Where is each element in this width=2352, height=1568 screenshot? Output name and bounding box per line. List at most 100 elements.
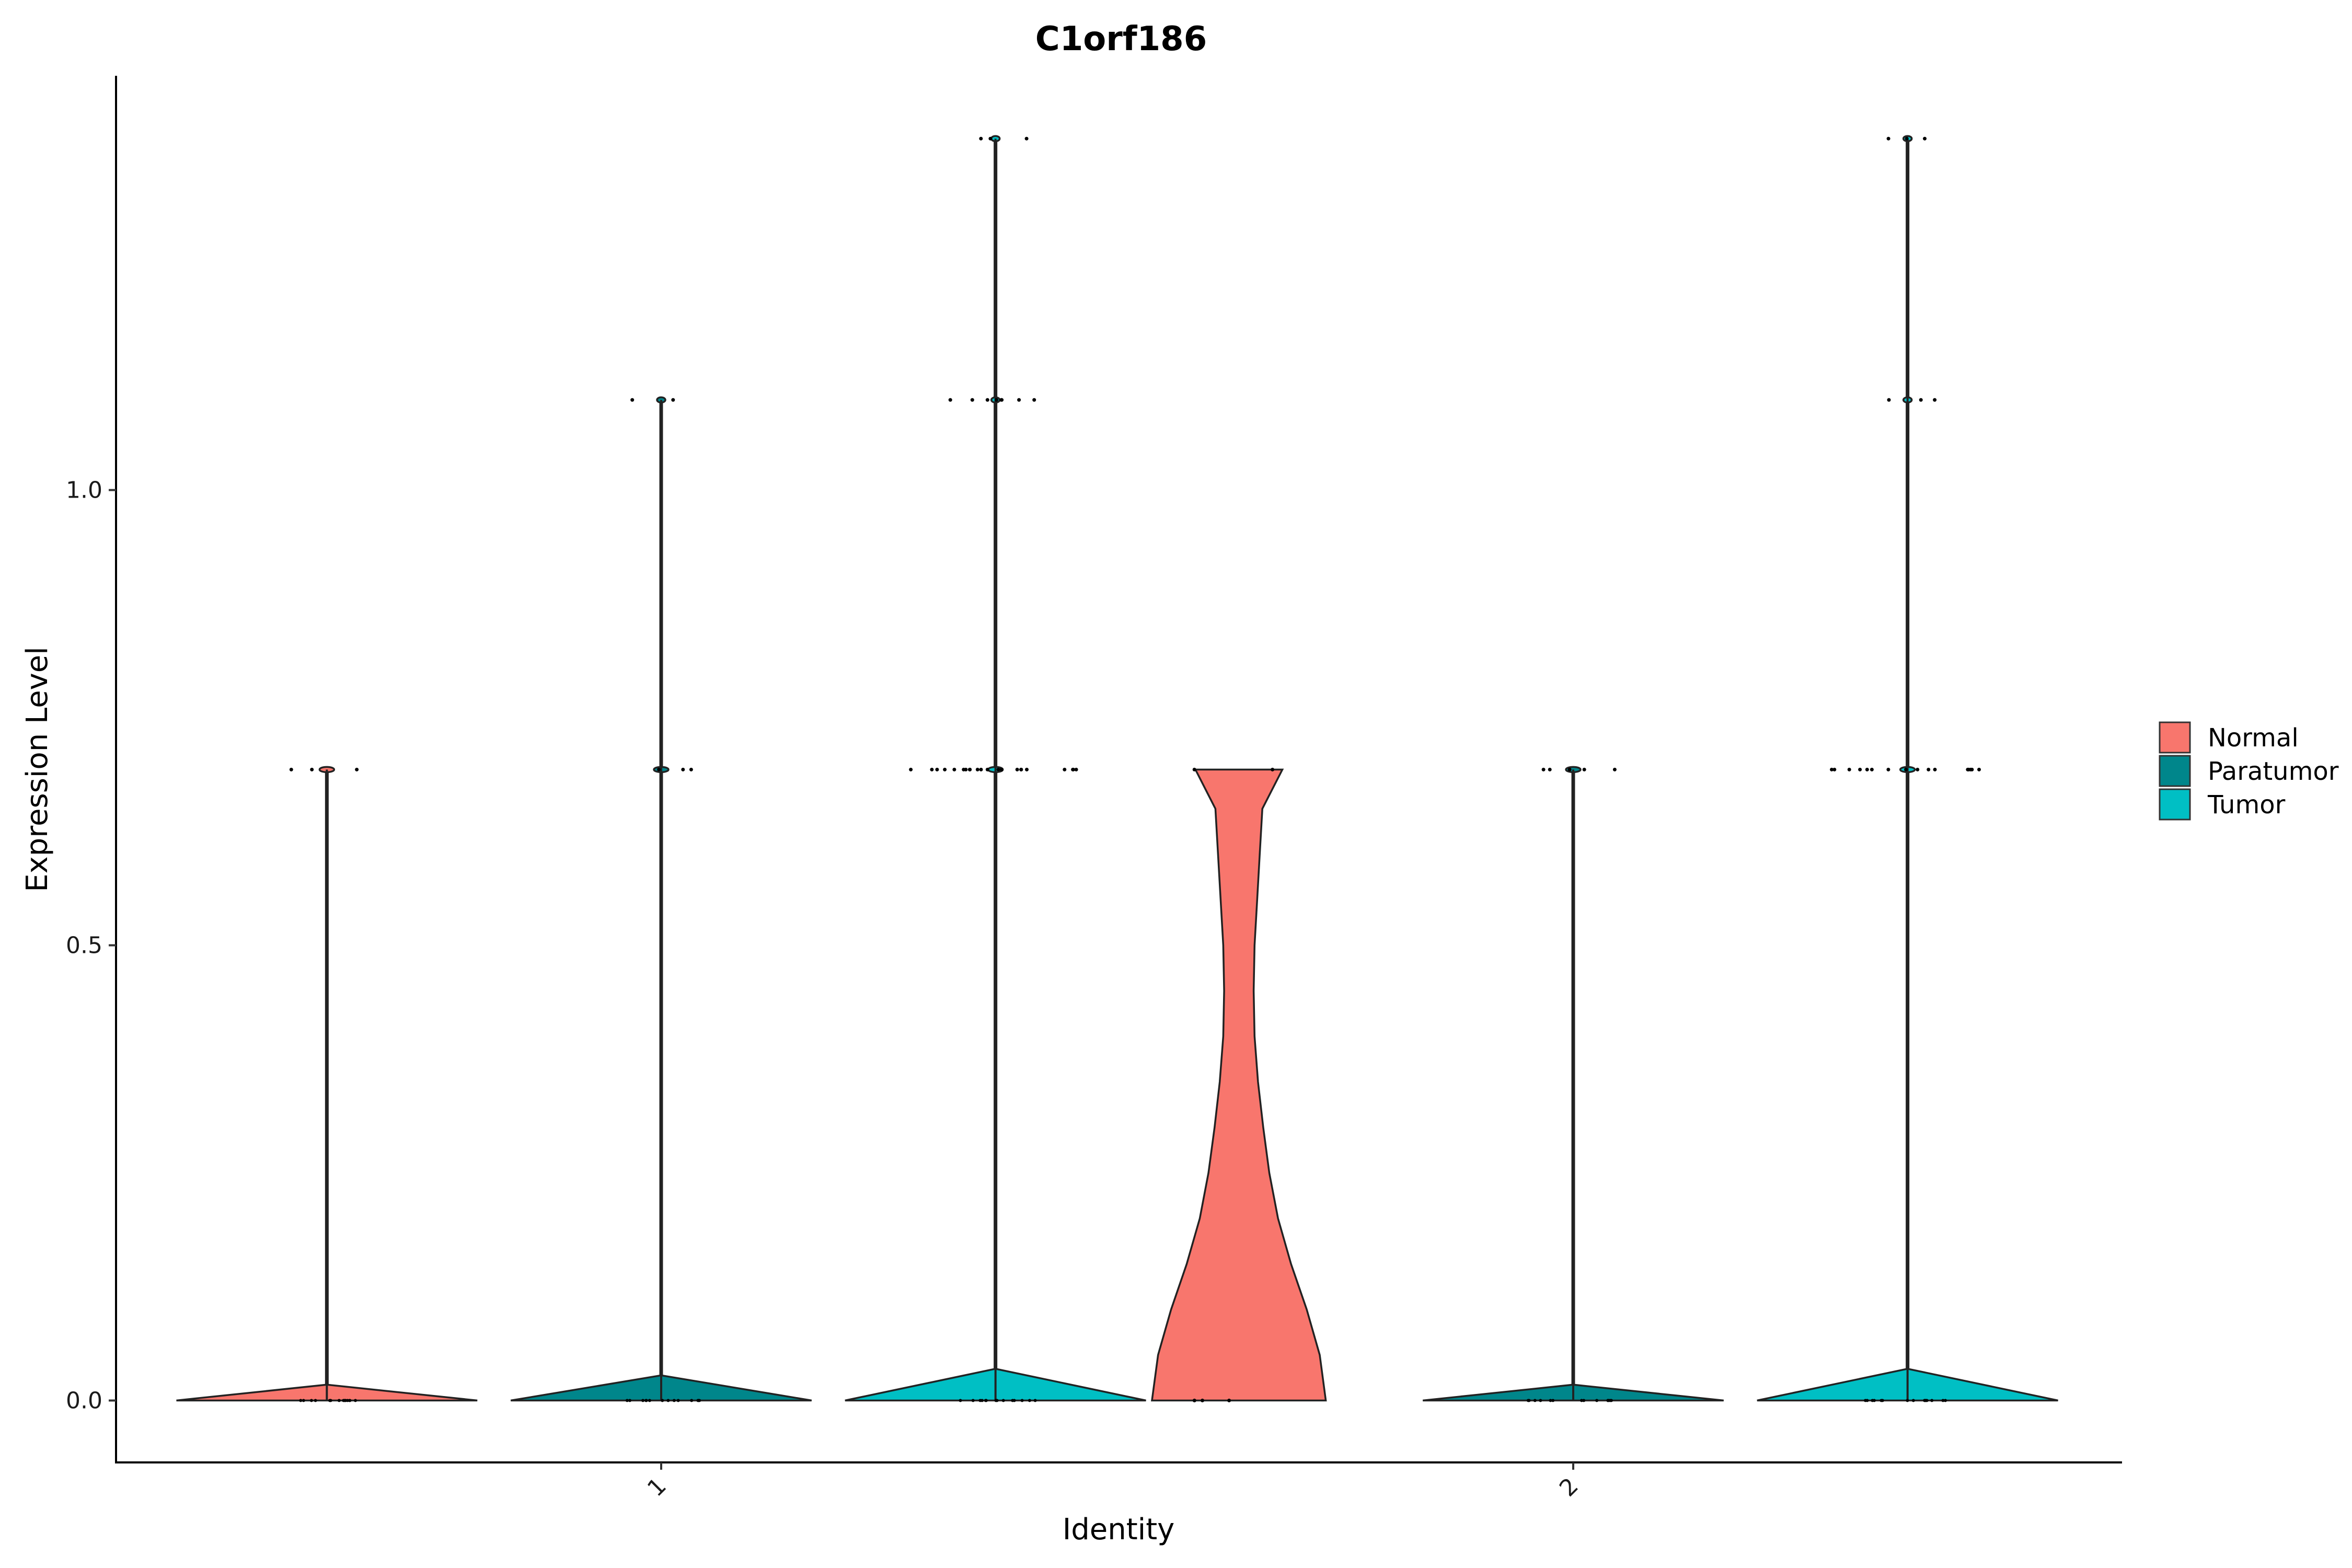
jitter-point <box>1017 398 1021 402</box>
jitter-point <box>988 136 993 141</box>
jitter-point <box>1020 1399 1024 1402</box>
jitter-point <box>1227 1399 1231 1402</box>
jitter-point <box>959 1399 962 1402</box>
jitter-point <box>1967 767 1970 771</box>
jitter-point <box>1549 1399 1552 1402</box>
y-tick-label: 0.5 <box>66 932 102 959</box>
jitter-point <box>1944 1399 1947 1402</box>
jitter-point <box>1551 1399 1555 1402</box>
jitter-point <box>348 1399 352 1402</box>
jitter-point <box>1074 767 1078 771</box>
jitter-point <box>1887 398 1891 402</box>
jitter-point <box>979 136 983 141</box>
jitter-point <box>1063 767 1067 771</box>
legend-swatch <box>2159 721 2191 754</box>
jitter-point <box>343 1399 347 1402</box>
legend-label: Paratumor <box>2208 757 2339 786</box>
jitter-point <box>1870 767 1874 771</box>
violin-tumor-1 <box>845 135 1146 1402</box>
jitter-point <box>984 1399 987 1402</box>
jitter-point <box>1923 136 1927 141</box>
jitter-point <box>1019 767 1023 771</box>
jitter-point <box>1933 767 1937 771</box>
jitter-point <box>1539 1399 1542 1402</box>
jitter-point <box>1025 767 1029 771</box>
jitter-point <box>337 1399 341 1402</box>
jitter-point <box>681 767 685 771</box>
jitter-point <box>696 1399 700 1402</box>
jitter-point <box>1192 767 1196 771</box>
jitter-point <box>1192 1399 1196 1402</box>
jitter-point <box>661 1399 664 1402</box>
violin-tumor-2 <box>1757 135 2058 1402</box>
jitter-point <box>952 767 956 771</box>
jitter-point <box>1847 767 1851 771</box>
violin-normal-2 <box>1150 767 1327 1402</box>
jitter-point <box>672 1399 676 1402</box>
legend-swatch <box>2159 788 2191 821</box>
jitter-point <box>309 1399 313 1402</box>
jitter-point <box>994 1399 998 1402</box>
jitter-point <box>1886 136 1890 141</box>
jitter-point <box>676 1399 680 1402</box>
jitter-point <box>1582 1399 1586 1402</box>
jitter-point <box>625 1399 629 1402</box>
y-axis-ticks: 0.0 0.5 1.0 <box>66 477 116 1414</box>
jitter-point <box>985 398 989 402</box>
jitter-point <box>355 767 359 771</box>
jitter-point <box>1032 398 1036 402</box>
legend: Normal Paratumor Tumor <box>2159 721 2339 821</box>
jitter-point <box>1865 767 1869 771</box>
jitter-point <box>289 767 293 771</box>
jitter-point <box>302 1399 305 1402</box>
plot-area <box>176 135 2058 1402</box>
x-tick-label: 2 <box>1554 1473 1584 1502</box>
jitter-point <box>1015 767 1019 771</box>
violin-body <box>1150 768 1327 1402</box>
jitter-point <box>1580 1399 1583 1402</box>
jitter-point <box>1904 767 1908 771</box>
jitter-point <box>1923 1399 1927 1402</box>
jitter-point <box>1925 1399 1929 1402</box>
jitter-point <box>1001 1399 1005 1402</box>
jitter-point <box>671 398 675 402</box>
y-axis-label: Expression Level <box>20 647 54 892</box>
jitter-point <box>1933 398 1937 402</box>
jitter-point <box>1941 1399 1945 1402</box>
jitter-point <box>329 1399 332 1402</box>
violin-normal-1 <box>176 766 478 1402</box>
y-tick-label: 1.0 <box>66 477 102 504</box>
x-tick-label: 1 <box>642 1473 672 1502</box>
axes <box>115 76 2122 1463</box>
jitter-point <box>930 767 934 771</box>
jitter-point <box>1028 1399 1031 1402</box>
jitter-point <box>979 767 983 771</box>
legend-label: Normal <box>2208 723 2299 753</box>
violin-paratumor-2 <box>1423 766 1724 1402</box>
jitter-point <box>1830 767 1834 771</box>
jitter-point <box>1533 1399 1537 1402</box>
jitter-point <box>657 767 661 771</box>
jitter-point <box>996 767 1000 771</box>
jitter-point <box>1612 767 1617 771</box>
jitter-point <box>1906 1399 1909 1402</box>
jitter-point <box>1582 767 1586 771</box>
jitter-point <box>935 767 939 771</box>
jitter-point <box>1977 767 1981 771</box>
jitter-point <box>909 767 913 771</box>
violin-paratumor-1 <box>510 396 812 1402</box>
jitter-point <box>999 767 1004 771</box>
jitter-point <box>354 1399 357 1402</box>
jitter-point <box>1858 767 1862 771</box>
jitter-point <box>648 1399 651 1402</box>
jitter-point <box>985 767 989 771</box>
y-tick-label: 0.0 <box>66 1388 102 1414</box>
jitter-point <box>690 1399 694 1402</box>
jitter-point <box>1927 767 1931 771</box>
jitter-point <box>1832 767 1837 771</box>
jitter-point <box>644 1399 648 1402</box>
chart-title: C1orf186 <box>1035 20 1207 59</box>
jitter-point <box>1201 1399 1204 1402</box>
jitter-point <box>641 1399 645 1402</box>
